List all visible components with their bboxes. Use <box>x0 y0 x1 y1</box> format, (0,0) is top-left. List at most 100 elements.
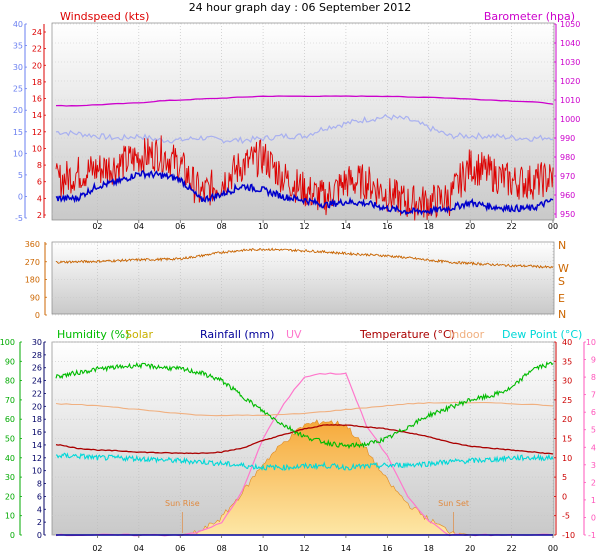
wind-x-label: 02 <box>92 222 102 231</box>
sun-annotation: Sun Rise <box>165 499 200 508</box>
humidity-tick-label: 80 <box>5 377 15 386</box>
uv-tick-label: 0 <box>591 513 596 522</box>
wind-left-inner-tick-label: 16 <box>32 95 42 104</box>
rainfall-tick-label: 4 <box>37 505 42 514</box>
wind-left-inner-tick-label: 12 <box>32 128 42 137</box>
barometer-tick-label: 1050 <box>560 20 580 29</box>
wind-barometer-panel: -505101520253035402468101214161820222495… <box>13 10 581 231</box>
barometer-tick-label: 1010 <box>560 96 580 105</box>
temperature-tick-label: 5 <box>562 473 567 482</box>
legend-item: Humidity (%) <box>57 328 129 341</box>
uv-tick-label: 9 <box>591 356 596 365</box>
wind-left-inner-tick-label: 24 <box>32 28 42 37</box>
uv-tick-label: 8 <box>591 373 596 382</box>
rainfall-tick-label: 20 <box>32 402 42 411</box>
legend-item: Dew Point (°C) <box>502 328 582 341</box>
gust-line <box>55 113 554 145</box>
humidity-line <box>55 361 554 450</box>
rainfall-tick-label: 26 <box>32 364 42 373</box>
wind-left-outer-tick-label: 10 <box>13 149 23 158</box>
barometer-tick-label: 1030 <box>560 58 580 67</box>
compass-label: W <box>558 262 569 275</box>
temperature-tick-label: 10 <box>562 454 572 463</box>
legend-item: Indoor <box>449 328 485 341</box>
rainfall-tick-label: 10 <box>32 467 42 476</box>
humidity-tick-label: 100 <box>0 338 15 347</box>
compass-label: E <box>558 292 565 305</box>
rainfall-tick-label: 2 <box>37 518 42 527</box>
wind-left-outer-tick-label: 25 <box>13 85 23 94</box>
barometer-tick-label: 1020 <box>560 77 580 86</box>
rainfall-tick-label: 18 <box>32 415 42 424</box>
dir-left-tick-label: 360 <box>25 240 40 249</box>
rainfall-tick-label: 14 <box>32 441 42 450</box>
legend-item: UV <box>286 328 302 341</box>
wind-left-outer-tick-label: 0 <box>18 192 23 201</box>
wind-average-line <box>55 169 554 216</box>
uv-tick-label: 1 <box>591 496 596 505</box>
legend-item: Solar <box>125 328 154 341</box>
windspeed-line <box>55 135 554 221</box>
wind-left-inner-tick-label: 10 <box>32 144 42 153</box>
wind-x-label: 04 <box>134 222 144 231</box>
hum-x-label: 04 <box>134 544 144 553</box>
hum-x-label: 00 <box>548 544 558 553</box>
rainfall-tick-label: 8 <box>37 480 42 489</box>
wind-x-label: 08 <box>217 222 227 231</box>
temperature-tick-label: -5 <box>562 512 570 521</box>
wind-x-label: 00 <box>548 222 558 231</box>
uv-tick-label: 5 <box>591 426 596 435</box>
wind-left-outer-tick-label: 5 <box>18 171 23 180</box>
wind-x-label: 06 <box>175 222 185 231</box>
barometer-axis-title: Barometer (hpa) <box>484 10 575 23</box>
wind-left-outer-tick-label: 30 <box>13 63 23 72</box>
humidity-tick-label: 0 <box>10 531 15 540</box>
humidity-tick-label: 40 <box>5 454 15 463</box>
barometer-tick-label: 970 <box>560 172 575 181</box>
wind-left-outer-tick-label: -5 <box>15 214 23 223</box>
wind-left-inner-tick-label: 22 <box>32 45 42 54</box>
wind-x-label: 16 <box>382 222 392 231</box>
hum-x-label: 08 <box>217 544 227 553</box>
temperature-tick-label: 40 <box>562 338 572 347</box>
uv-tick-label: 4 <box>591 443 596 452</box>
barometer-tick-label: 950 <box>560 210 575 219</box>
compass-label: N <box>558 308 566 321</box>
wind-left-inner-tick-label: 18 <box>32 78 42 87</box>
humidity-tick-label: 50 <box>5 435 15 444</box>
humidity-temperature-panel: 0102030405060708090100024681012141618202… <box>0 328 596 553</box>
legend-item: Temperature (°C) <box>359 328 455 341</box>
direction-panel-background <box>51 241 555 315</box>
barometer-tick-label: 980 <box>560 153 575 162</box>
wind-left-outer-tick-label: 40 <box>13 20 23 29</box>
wind-left-outer-tick-label: 20 <box>13 106 23 115</box>
wind-left-outer-tick-label: 15 <box>13 128 23 137</box>
barometer-line <box>55 95 554 107</box>
wind-left-inner-tick-label: 14 <box>32 111 42 120</box>
hum-x-label: 06 <box>175 544 185 553</box>
rainfall-tick-label: 16 <box>32 428 42 437</box>
dir-left-tick-label: 180 <box>25 276 40 285</box>
wind-x-label: 12 <box>299 222 309 231</box>
indoor-line <box>55 401 554 417</box>
wind-left-outer-tick-label: 35 <box>13 42 23 51</box>
humidity-tick-label: 60 <box>5 415 15 424</box>
humidity-tick-label: 70 <box>5 396 15 405</box>
hum-x-label: 20 <box>465 544 475 553</box>
rainfall-tick-label: 0 <box>37 531 42 540</box>
hum-x-label: 02 <box>92 544 102 553</box>
uv-tick-label: 6 <box>591 408 596 417</box>
temperature-tick-label: 35 <box>562 357 572 366</box>
rainfall-tick-label: 22 <box>32 389 42 398</box>
temperature-tick-label: 20 <box>562 415 572 424</box>
hum-x-label: 10 <box>258 544 268 553</box>
uv-tick-label: 10 <box>586 338 596 347</box>
humidity-tick-label: 30 <box>5 473 15 482</box>
wind-left-inner-tick-label: 20 <box>32 61 42 70</box>
wind-x-label: 22 <box>506 222 516 231</box>
hum-x-label: 12 <box>299 544 309 553</box>
humidity-tick-label: 90 <box>5 357 15 366</box>
temperature-tick-label: 15 <box>562 435 572 444</box>
dir-left-tick-label: 90 <box>30 293 40 302</box>
